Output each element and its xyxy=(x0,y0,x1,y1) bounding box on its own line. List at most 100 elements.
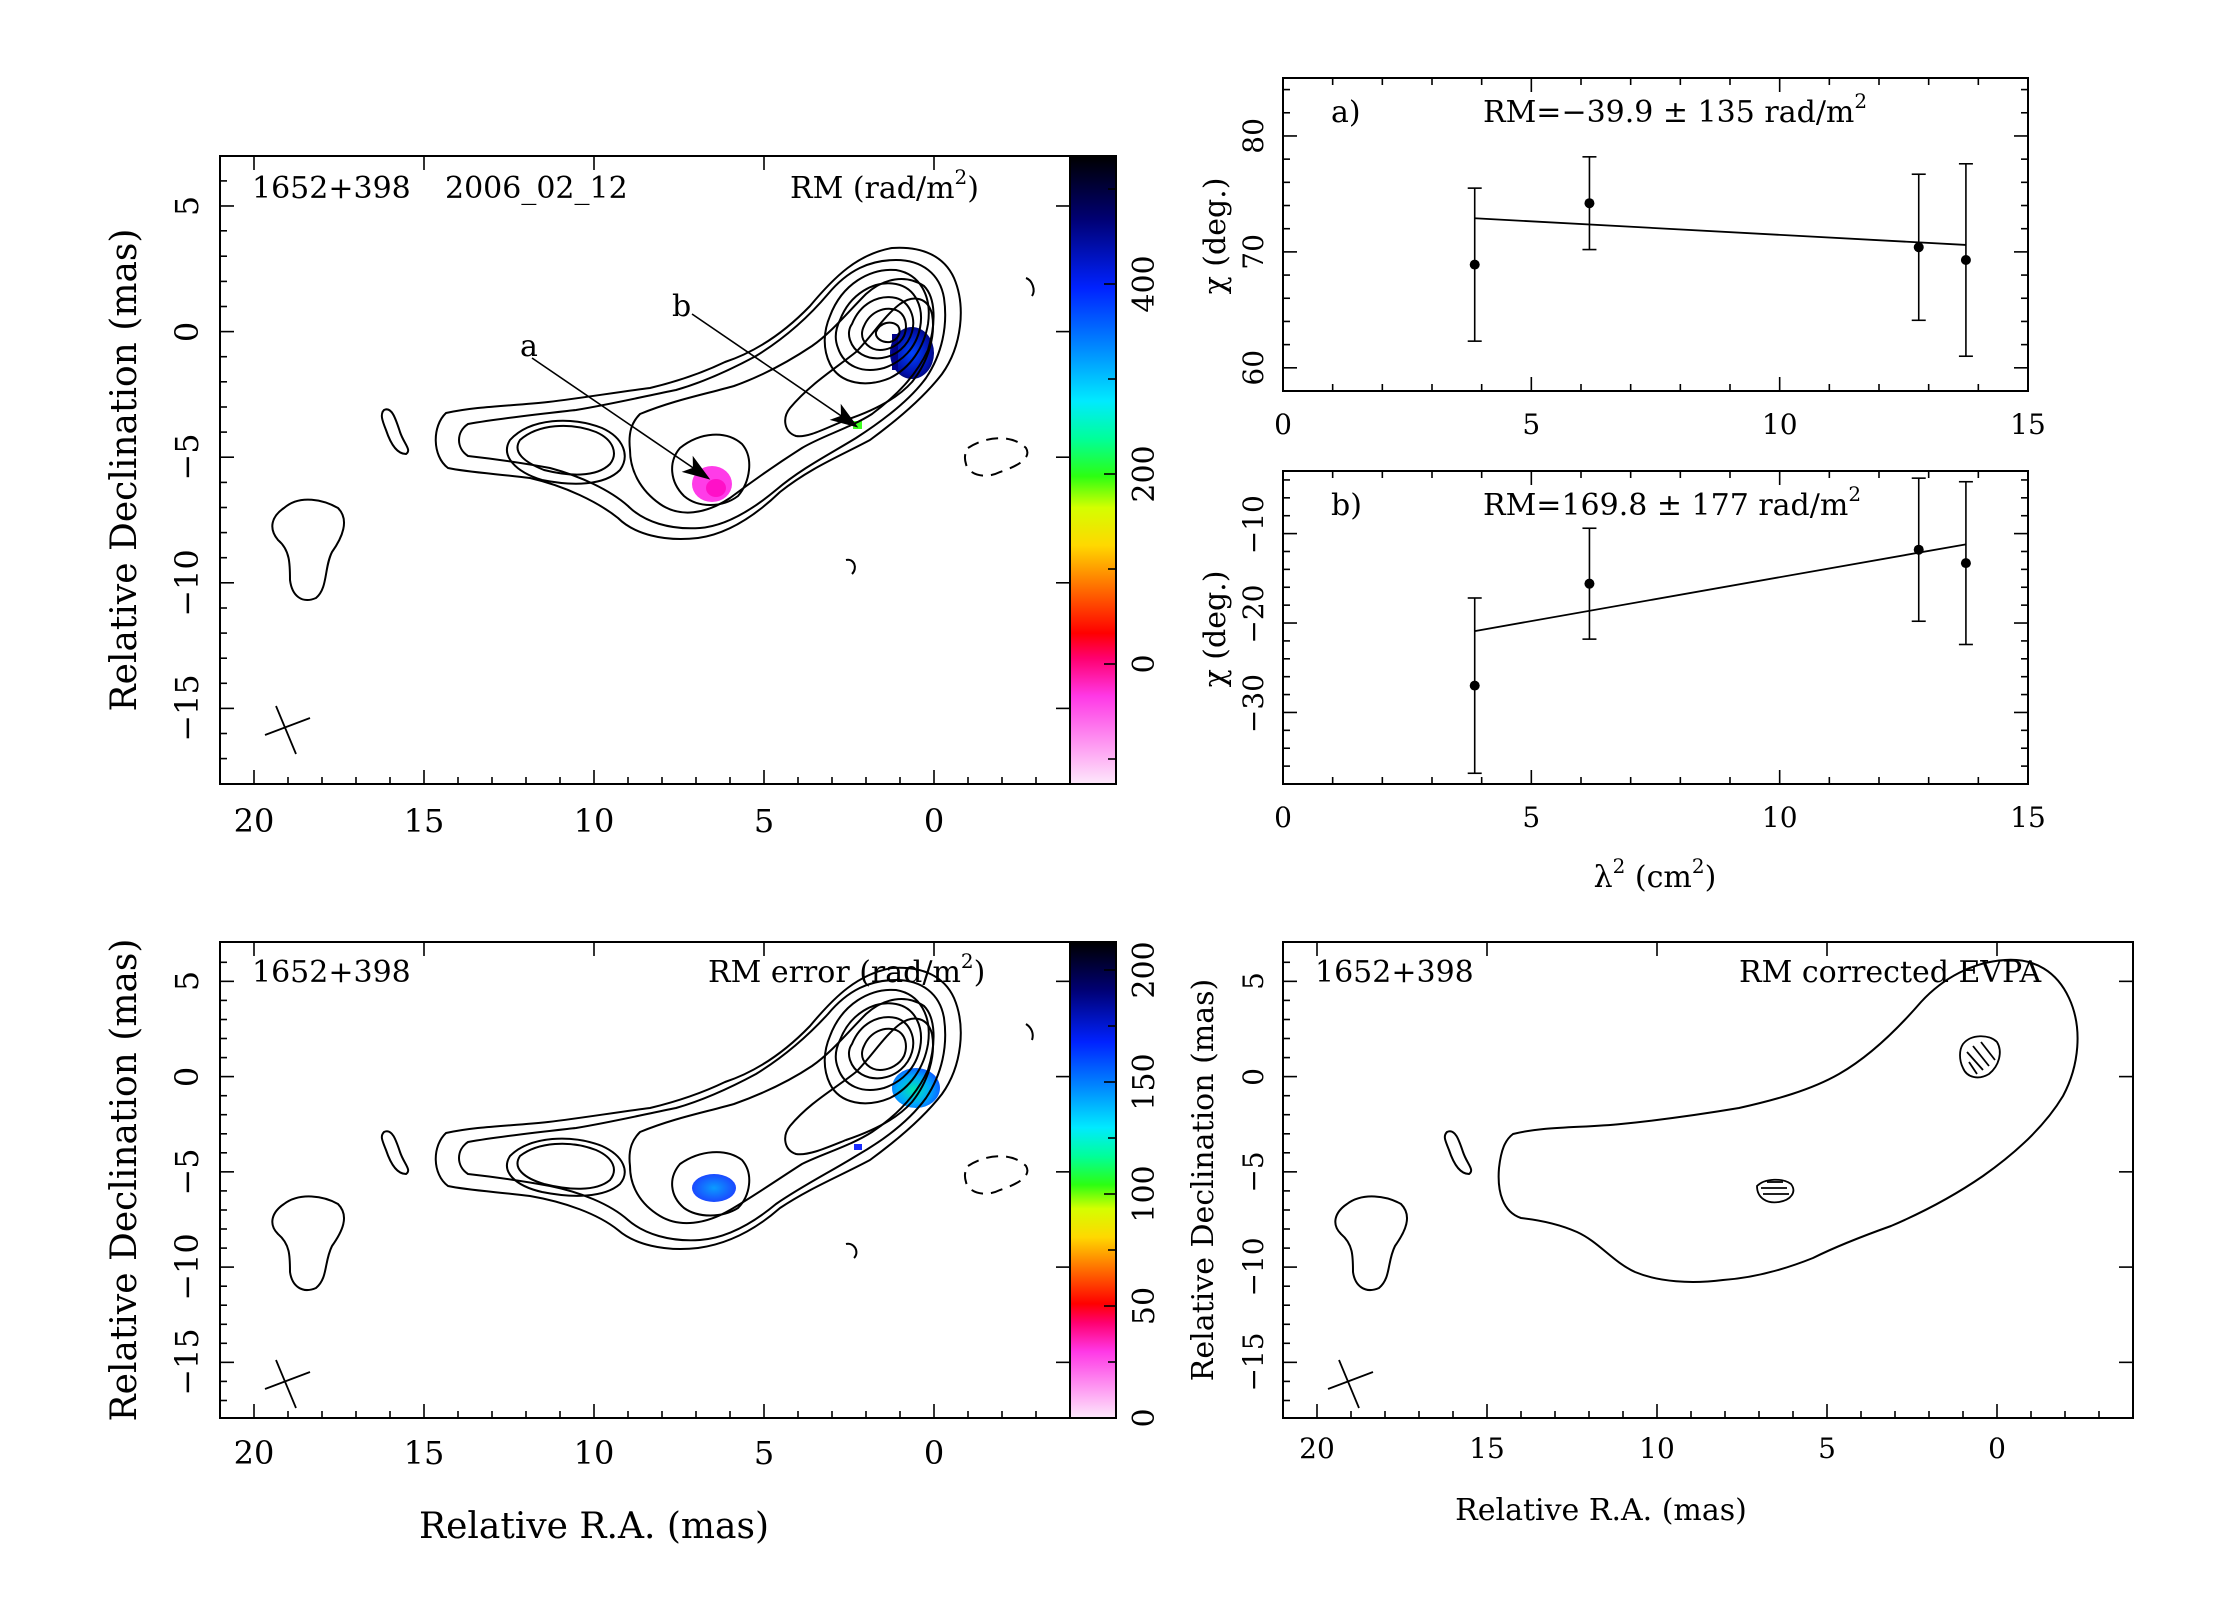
fit-b-point-2 xyxy=(1913,544,1924,555)
fit-a-ylabel: χ (deg.) xyxy=(1198,178,1233,295)
fit-b-point-0 xyxy=(1469,680,1480,691)
fit-a-axes xyxy=(1282,78,2029,392)
rm-error-contours xyxy=(271,966,1034,1291)
rm-ytick-5: 5 xyxy=(168,196,206,216)
rm-ytick-0: 0 xyxy=(168,322,206,342)
contour-level-7 xyxy=(847,296,915,360)
contour-level-6 xyxy=(834,282,922,371)
rm-error-knot-blob xyxy=(692,1174,736,1202)
fit-b-frame xyxy=(1282,470,2029,785)
arrow-b xyxy=(691,313,859,428)
contour-isolated-left xyxy=(271,498,346,601)
fit-plot-a: 0 5 10 15 60 70 80 χ (deg.) a) RM=−39.9 … xyxy=(1198,77,2046,441)
contour-core-inner xyxy=(874,321,901,344)
fit-a-xtick-5: 5 xyxy=(1522,408,1540,441)
rm-error-colorbar xyxy=(1069,941,1117,1419)
rm-colorbar xyxy=(1069,155,1117,785)
rm-error-ylabel: Relative Declination (mas) xyxy=(104,939,145,1422)
fit-b-xlabel: λ2 (cm2) xyxy=(1594,854,1717,895)
evpa-contour xyxy=(1334,958,2079,1291)
rm-colorbar-tick-200: 200 xyxy=(1127,445,1162,502)
fit-a-rm-annotation: RM=−39.9 ± 135 rad/m2 xyxy=(1483,89,1867,130)
rm-quantity-label: RM (rad/m2) xyxy=(790,165,979,206)
rm-error-ytick-m5: −5 xyxy=(168,1148,206,1195)
fit-a-point-1 xyxy=(1584,198,1595,209)
evpa-ytick-m5: −5 xyxy=(1237,1151,1270,1192)
rm-contours xyxy=(271,246,1035,601)
fit-b-xtick-5: 5 xyxy=(1522,801,1540,834)
rm-error-xtick-15: 15 xyxy=(404,1434,445,1472)
fit-a-frame xyxy=(1282,77,2029,392)
rm-error-xtick-20: 20 xyxy=(234,1434,275,1472)
rm-error-colorbar-tick-100: 100 xyxy=(1127,1165,1162,1222)
rm-ytick-m10: −10 xyxy=(168,549,206,617)
rm-xtick-20: 20 xyxy=(234,802,275,840)
rm-error-colorbar-tick-50: 50 xyxy=(1127,1287,1162,1325)
fit-b-xtick-10: 10 xyxy=(1762,801,1798,834)
rm-colorbar-tick-400: 400 xyxy=(1127,255,1162,312)
evpa-ytick-m10: −10 xyxy=(1237,1237,1270,1296)
evpa-xlabel: Relative R.A. (mas) xyxy=(1455,1493,1747,1528)
rm-error-xtick-0: 0 xyxy=(924,1434,944,1472)
fit-b-rm-annotation: RM=169.8 ± 177 rad/m2 xyxy=(1483,482,1861,523)
fit-a-point-2 xyxy=(1913,242,1924,253)
rm-ylabel: Relative Declination (mas) xyxy=(104,229,145,712)
evpa-map-frame xyxy=(1282,941,2134,1419)
fit-b-point-1 xyxy=(1584,578,1595,589)
rm-error-map-panel: 0 50 100 150 200 20 15 10 5 0 5 0 −5 −10… xyxy=(104,939,1162,1547)
evpa-xtick-15: 15 xyxy=(1469,1432,1505,1465)
rm-colorbar-tick-0: 0 xyxy=(1127,654,1162,673)
rm-xtick-15: 15 xyxy=(404,802,445,840)
fit-b-ytick-m10: −10 xyxy=(1237,495,1270,554)
fit-a-panel-label: a) xyxy=(1331,95,1361,130)
rm-xtick-5: 5 xyxy=(754,802,774,840)
rm-error-source-name: 1652+398 xyxy=(252,955,411,990)
rm-map-frame xyxy=(219,155,1071,785)
fit-b-panel-label: b) xyxy=(1331,488,1362,523)
evpa-quantity-label: RM corrected EVPA xyxy=(1739,955,2041,990)
rm-error-core-blob xyxy=(892,1068,940,1108)
contour-tiny-bottom xyxy=(845,558,856,575)
evpa-ylabel: Relative Declination (mas) xyxy=(1186,979,1221,1381)
rm-epoch: 2006_02_12 xyxy=(445,171,628,206)
evpa-vectors-core xyxy=(1959,1035,2001,1079)
rm-error-colorbar-tick-0: 0 xyxy=(1127,1408,1162,1427)
contour-level-1 xyxy=(434,246,962,540)
rm-core-blob-edge xyxy=(892,334,898,370)
rm-error-xtick-10: 10 xyxy=(574,1434,615,1472)
evpa-beam-marker xyxy=(1327,1359,1374,1409)
rm-error-ytick-m10: −10 xyxy=(168,1233,206,1301)
fit-a-ytick-60: 60 xyxy=(1237,350,1270,386)
contour-level-3 xyxy=(506,278,935,514)
arrow-b-label: b xyxy=(672,289,691,324)
fit-a-ytick-70: 70 xyxy=(1237,234,1270,270)
rm-error-ytick-m15: −15 xyxy=(168,1328,206,1396)
rm-error-xlabel: Relative R.A. (mas) xyxy=(419,1506,769,1547)
fit-a-fit-line xyxy=(1474,217,1966,246)
evpa-source-name: 1652+398 xyxy=(1315,955,1474,990)
fit-a-point-0 xyxy=(1469,259,1480,270)
rm-xtick-0: 0 xyxy=(924,802,944,840)
rm-ytick-m5: −5 xyxy=(168,433,206,480)
fit-a-xtick-0: 0 xyxy=(1274,408,1292,441)
evpa-xtick-5: 5 xyxy=(1818,1432,1836,1465)
rm-error-quantity-label: RM error (rad/m2) xyxy=(708,949,985,990)
rm-error-colorbar-tick-200: 200 xyxy=(1127,941,1162,998)
rm-error-ytick-5: 5 xyxy=(168,971,206,991)
contour-level-8 xyxy=(861,307,907,351)
fit-b-ytick-m20: −20 xyxy=(1237,585,1270,644)
fit-a-xtick-10: 10 xyxy=(1762,408,1798,441)
fit-b-marks xyxy=(1467,477,1973,775)
evpa-vectors-knot xyxy=(1756,1178,1795,1204)
fit-b-fit-line xyxy=(1474,543,1967,632)
fit-b-point-3 xyxy=(1960,558,1971,569)
contour-level-4 xyxy=(516,297,934,506)
fit-a-point-3 xyxy=(1960,255,1971,266)
evpa-xtick-0: 0 xyxy=(1988,1432,2006,1465)
rm-error-colorbar-tick-150: 150 xyxy=(1127,1053,1162,1110)
rm-error-beam-marker xyxy=(264,1359,311,1409)
rm-error-xtick-5: 5 xyxy=(754,1434,774,1472)
fit-a-ytick-80: 80 xyxy=(1237,118,1270,154)
evpa-xtick-10: 10 xyxy=(1639,1432,1675,1465)
